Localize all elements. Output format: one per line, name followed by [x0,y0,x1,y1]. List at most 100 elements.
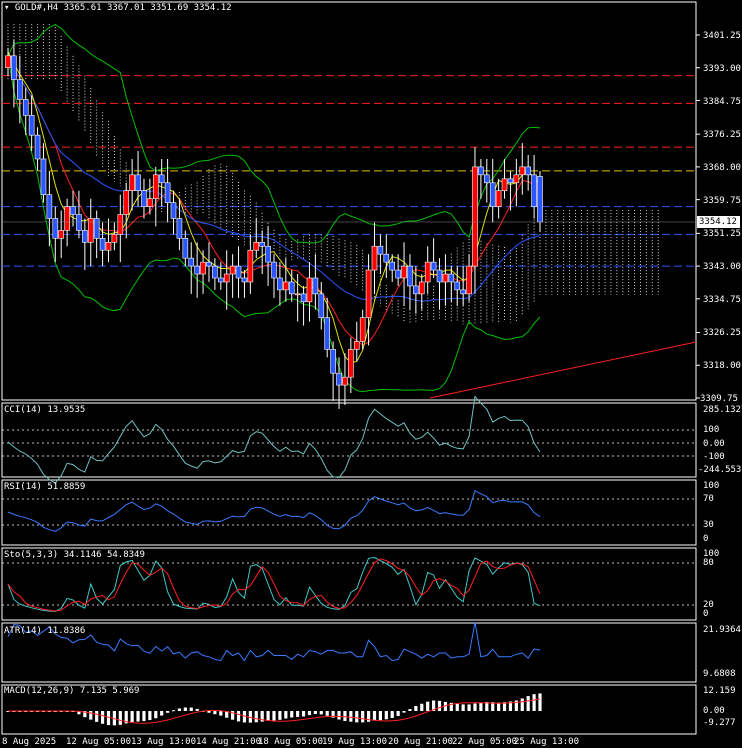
candle-body [418,281,425,295]
candle-body [117,214,124,235]
stoch-tick: 20 [703,600,714,610]
macd-histogram-bar [378,711,382,721]
macd-histogram-bar [154,711,158,719]
candle-body [436,269,443,283]
macd-histogram-bar [432,700,436,711]
price-tick: 3309.75 [700,394,738,404]
time-tick: 20 Aug 21:00 [388,737,454,747]
macd-histogram-bar [148,711,152,721]
price-tick: 3376.25 [703,130,741,140]
candle-body [123,190,130,215]
stoch-tick: 100 [703,549,720,559]
macd-histogram-bar [183,707,187,711]
candle-body [5,55,11,69]
candle-body [507,178,514,184]
candle-body [342,376,348,386]
pane-frame [1,402,697,478]
candle-body [283,281,289,291]
candle-body [229,265,236,275]
macd-histogram-bar [538,693,542,711]
macd-histogram-bar [248,711,252,723]
price-tick: 3359.75 [703,196,741,206]
macd-histogram-bar [100,711,105,724]
price-tick: 3384.75 [703,97,741,107]
macd-histogram-bar [307,711,312,716]
candle-body [76,214,82,231]
macd-histogram-bar [225,711,229,718]
candle-body [300,293,307,303]
macd-histogram-bar [296,711,300,717]
cci-tick: 285.1327 [703,405,742,415]
candle-body [170,202,177,219]
macd-histogram-bar [254,711,258,723]
pane-frame [1,1,697,401]
current-price-label: 3354.12 [697,216,740,228]
rsi-title: RSI(14) 51.8859 [4,482,86,492]
candle-body [188,257,195,267]
candle-body [448,273,455,283]
macd-histogram-bar [508,701,513,711]
macd-histogram-bar [77,711,81,715]
macd-histogram-bar [331,711,335,718]
rsi-tick: 70 [703,494,714,504]
candle-body [93,218,100,239]
dropdown-arrow-icon[interactable]: ▾ [4,3,10,13]
candle-body [430,261,437,271]
macd-histogram-bar [420,703,424,711]
candle-body [483,174,490,184]
price-tick: 3368.00 [703,163,741,173]
macd-histogram-bar [136,711,140,722]
symbol-ohlc-text: GOLD#,H4 3365.61 3367.01 3351.69 3354.12 [14,3,232,13]
candle-body [401,265,407,279]
candle-body [442,273,449,283]
macd-histogram-bar [502,702,507,711]
macd-histogram-bar [207,711,211,713]
candle-body [17,79,23,100]
macd-histogram-bar [461,704,465,711]
candle-body [413,285,419,295]
candle-body [158,174,165,184]
candle-body [194,265,200,275]
macd-signal-line [8,698,541,724]
macd-histogram-bar [112,711,116,726]
macd-histogram-bar [278,711,282,720]
atr-tick: 9.6808 [703,669,736,679]
candle-body [147,198,153,207]
candle-body [164,182,171,203]
candle-body [489,182,496,207]
rsi-tick: 0 [703,534,709,544]
macd-histogram-bar [89,711,93,720]
macd-histogram-bar [124,711,128,724]
macd-histogram-bar [426,701,430,711]
trendline [429,341,697,399]
time-tick: 22 Aug 05:00 [452,737,518,747]
macd-title: MACD(12,26,9) 7.135 5.969 [4,686,140,696]
macd-tick: -9.277 [703,718,736,728]
macd-histogram-bar [526,696,530,711]
candle-body [111,234,118,243]
macd-histogram-bar [95,711,99,722]
candle-body [460,289,466,295]
candle-body [294,293,301,296]
macd-histogram-bar [266,711,270,721]
macd-histogram-bar [366,711,371,722]
time-tick: 18 Aug 05:00 [258,737,324,747]
macd-histogram-bar [313,711,317,714]
candle-body [318,293,325,318]
candle-body [87,218,94,243]
candle-body [141,190,147,207]
candle-body [40,158,47,195]
macd-histogram-bar [449,702,453,711]
candle-body [176,218,183,239]
candle-body [259,241,265,247]
candle-body [253,241,260,251]
candle-body [182,238,189,259]
macd-histogram-bar [260,711,264,722]
candle-body [389,261,396,271]
candle-body [478,166,484,176]
macd-histogram-bar [437,700,442,711]
macd-histogram-bar [290,711,294,718]
candle-body [288,281,295,295]
